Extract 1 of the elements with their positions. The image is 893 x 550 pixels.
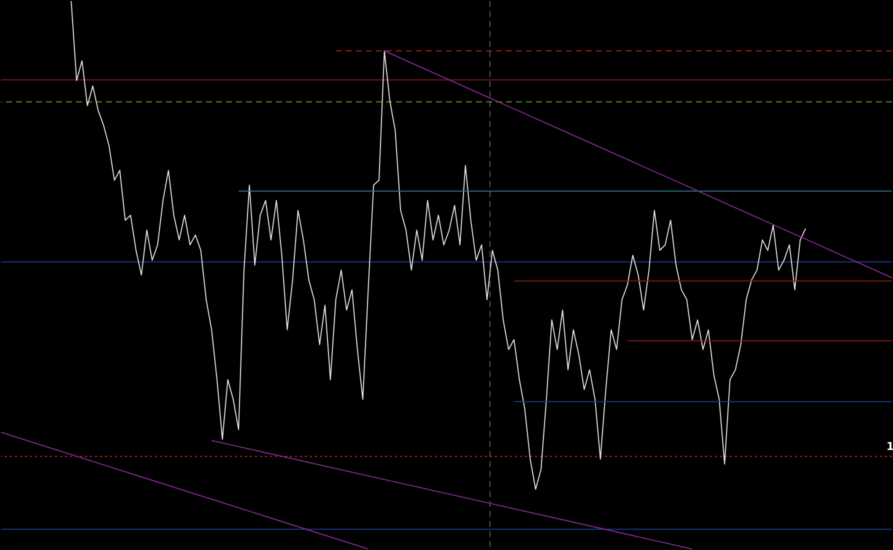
- annotation: 1: [886, 440, 893, 453]
